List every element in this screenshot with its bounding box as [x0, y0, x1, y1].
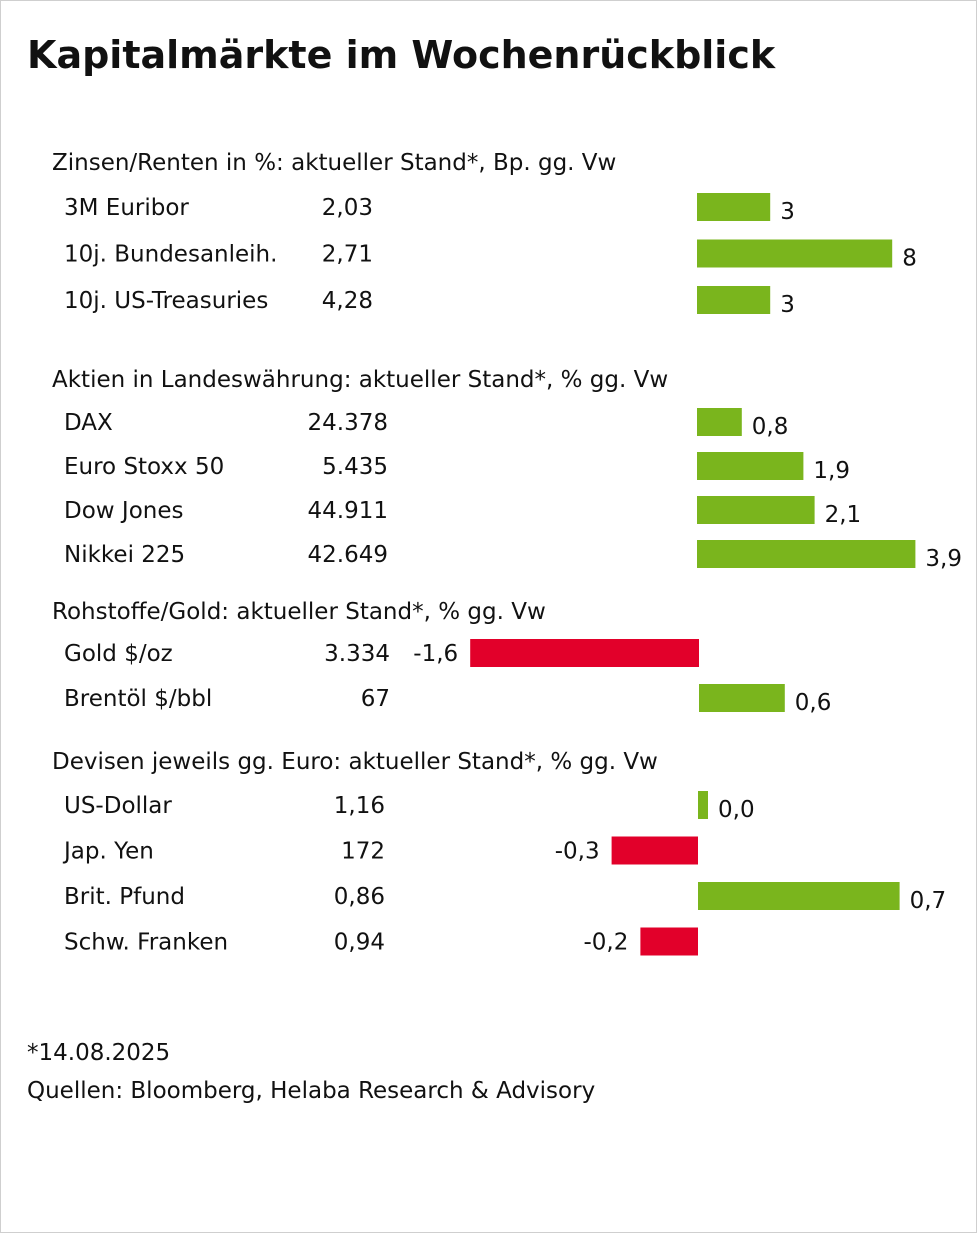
- change-label: 0,8: [752, 414, 789, 440]
- change-label: 0,0: [718, 797, 755, 823]
- change-label: 0,7: [910, 888, 947, 914]
- row-level: 5.435: [322, 454, 388, 480]
- change-label: 8: [902, 246, 917, 272]
- row-level: 172: [341, 839, 385, 865]
- row-level: 42.649: [308, 542, 388, 568]
- change-bar: [697, 408, 742, 436]
- row-label: 10j. Bundesanleih.: [64, 242, 277, 268]
- row-level: 24.378: [308, 410, 388, 436]
- row-label: Brit. Pfund: [64, 884, 185, 910]
- change-label: -0,3: [555, 839, 600, 865]
- row-level: 4,28: [322, 288, 373, 314]
- change-label: 0,6: [795, 690, 832, 716]
- change-bar: [697, 193, 771, 221]
- change-bar: [697, 540, 916, 568]
- row-label: Gold $/oz: [64, 641, 173, 667]
- row-level: 44.911: [308, 498, 388, 524]
- row-level: 2,03: [322, 195, 373, 221]
- change-bar: [698, 882, 900, 910]
- change-label: 3: [780, 199, 795, 225]
- row-level: 0,86: [334, 884, 385, 910]
- change-label: 3,9: [925, 546, 962, 572]
- change-bar: [697, 239, 893, 268]
- row-level: 3.334: [324, 641, 390, 667]
- change-label: 1,9: [813, 458, 850, 484]
- row-label: Schw. Franken: [64, 930, 228, 956]
- row-level: 67: [361, 686, 390, 712]
- date-note: *14.08.2025: [27, 1040, 171, 1066]
- group-heading: Aktien in Landeswährung: aktueller Stand…: [52, 367, 668, 393]
- row-label: Euro Stoxx 50: [64, 454, 224, 480]
- row-level: 0,94: [334, 930, 385, 956]
- group-heading: Devisen jeweils gg. Euro: aktueller Stan…: [52, 749, 658, 775]
- sources-note: Quellen: Bloomberg, Helaba Research & Ad…: [27, 1078, 596, 1104]
- chart-groups: Zinsen/Renten in %: aktueller Stand*, Bp…: [52, 150, 962, 956]
- row-label: Dow Jones: [64, 498, 183, 524]
- change-label: -0,2: [584, 930, 629, 956]
- change-bar: [697, 286, 771, 314]
- group-heading: Zinsen/Renten in %: aktueller Stand*, Bp…: [52, 150, 616, 176]
- change-label: 3: [780, 292, 795, 318]
- change-bar: [698, 791, 708, 819]
- chart-title: Kapitalmärkte im Wochenrückblick: [27, 33, 776, 77]
- change-bar: [640, 927, 698, 956]
- change-label: 2,1: [825, 502, 862, 528]
- row-label: 10j. US-Treasuries: [64, 288, 268, 314]
- change-bar: [697, 452, 804, 480]
- row-label: Brentöl $/bbl: [64, 686, 212, 712]
- change-label: -1,6: [413, 641, 458, 667]
- row-label: 3M Euribor: [64, 195, 189, 221]
- change-bar: [470, 639, 699, 667]
- change-bar: [697, 496, 815, 524]
- group-heading: Rohstoffe/Gold: aktueller Stand*, % gg. …: [52, 599, 546, 625]
- row-level: 1,16: [334, 793, 385, 819]
- row-label: Nikkei 225: [64, 542, 185, 568]
- row-label: DAX: [64, 410, 113, 436]
- change-bar: [699, 684, 785, 712]
- change-bar: [611, 836, 698, 865]
- row-label: US-Dollar: [64, 793, 172, 819]
- row-level: 2,71: [322, 242, 373, 268]
- row-label: Jap. Yen: [62, 839, 154, 865]
